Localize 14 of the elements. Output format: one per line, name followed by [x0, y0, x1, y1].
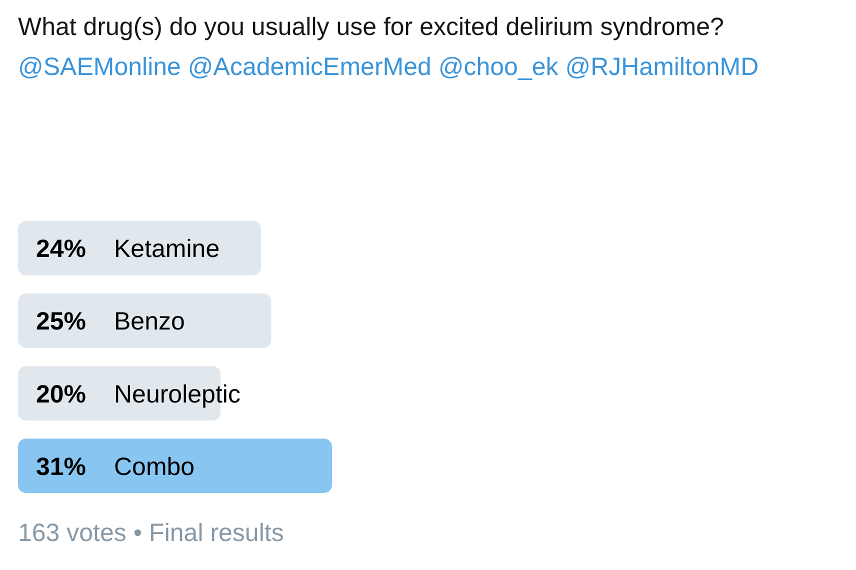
chart-title: What drug(s) do you usually use for excited delirium syndrome?: [18, 13, 724, 41]
data-label: 20%: [36, 380, 86, 408]
data-label: 24%: [36, 235, 86, 264]
bar: [18, 294, 272, 348]
y-tick-label: Benzo: [114, 308, 185, 336]
text: 163 votes • Final results: [18, 519, 284, 547]
text: @SAEMonline @AcademicEmerMed @choo_ek @RJHamiltonMD: [18, 53, 759, 81]
data-label: 31%: [36, 452, 86, 481]
data-label: 25%: [36, 308, 86, 336]
y-tick-label: Ketamine: [114, 235, 220, 264]
y-tick-label: Combo: [114, 452, 195, 481]
bar: [18, 438, 332, 493]
bar: [18, 221, 262, 276]
y-tick-label: Neuroleptic: [114, 380, 240, 408]
